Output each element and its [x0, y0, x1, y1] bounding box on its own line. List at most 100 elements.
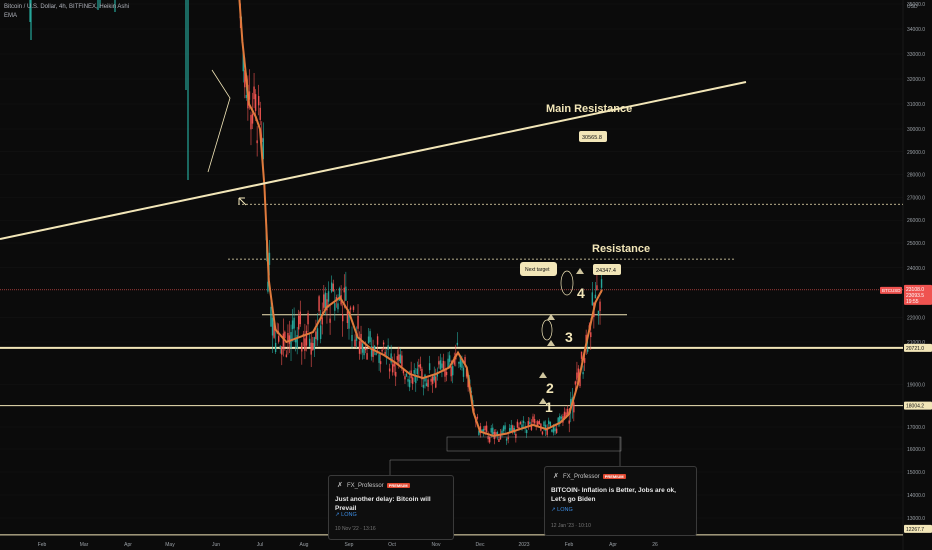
candle-body: [476, 416, 479, 419]
candle-body: [318, 296, 320, 312]
candle-body: [563, 411, 566, 419]
candle-body: [458, 361, 460, 364]
drawings[interactable]: Main Resistance Resistance 30565.8 24347.4 N…: [0, 69, 747, 521]
idea-card-2[interactable]: ✗ FX_Professor PREMIUM BITCOIN- Inflatio…: [544, 466, 697, 536]
candle-body: [507, 437, 509, 440]
candle-body: [456, 342, 459, 345]
symbol-title[interactable]: Bitcoin / U.S. Dollar, 4h, BITFINEX, Hei…: [4, 4, 130, 10]
candle-body: [398, 354, 400, 362]
triangle-drawing[interactable]: [207, 69, 231, 173]
candle-body: [376, 336, 379, 345]
candle-body: [551, 429, 553, 432]
idea-author[interactable]: ✗ FX_Professor PREMIUM: [337, 482, 410, 489]
candle-body: [485, 425, 488, 432]
candle-body: [382, 342, 385, 345]
main-resistance-trendline[interactable]: [0, 81, 747, 240]
candle-body: [346, 311, 349, 323]
y-tick-label: 35000.0: [907, 2, 925, 8]
next-target-callout[interactable]: [520, 262, 557, 276]
idea-date: 12 Jan '23 · 10:10: [551, 523, 591, 529]
candle-body: [393, 362, 395, 367]
candle-body: [251, 113, 254, 124]
candle-body: [348, 311, 350, 329]
idea-author[interactable]: ✗ FX_Professor PREMIUM: [553, 473, 626, 480]
candle-body: [363, 349, 365, 356]
candle-body: [372, 347, 374, 357]
wave-label-1[interactable]: 1: [545, 399, 553, 415]
candle-body: [438, 361, 440, 365]
candle-body: [268, 252, 271, 265]
x-tick-label: May: [165, 542, 175, 548]
candle-body: [329, 318, 331, 323]
candle-body: [244, 70, 246, 88]
candle-body: [510, 425, 512, 431]
candle-body: [577, 368, 580, 378]
candle-body: [273, 322, 275, 338]
y-tick-label: 15000.0: [907, 470, 925, 476]
main-resistance-callout[interactable]: [579, 131, 607, 142]
x-tick-label: Apr: [609, 542, 617, 548]
idea-card-1[interactable]: ✗ FX_Professor PREMIUM Just another dela…: [328, 475, 454, 540]
candle-body: [304, 338, 306, 351]
consolidation-box: [446, 436, 622, 452]
candle-body: [597, 310, 600, 316]
candle-body: [548, 420, 550, 425]
step-arrow-icon: [547, 314, 555, 320]
candle-body: [315, 331, 317, 340]
candle-body: [248, 91, 251, 100]
candle-body: [416, 368, 418, 375]
resistance-callout[interactable]: [593, 264, 621, 275]
idea-title[interactable]: BITCOIN- Inflation is Better, Jobs are o…: [551, 487, 676, 503]
x-tick-label: Sep: [345, 542, 354, 548]
candle-body: [566, 408, 569, 415]
y-tick-label: 19000.0: [907, 383, 925, 389]
candle-body: [519, 421, 522, 425]
candle-body: [600, 279, 603, 288]
candle-body: [271, 317, 274, 336]
candle-body: [590, 332, 592, 338]
candle-body: [529, 421, 531, 425]
candle-body: [546, 429, 548, 435]
candle-body: [307, 313, 309, 325]
candle-body: [326, 299, 328, 311]
candle-body: [319, 325, 322, 340]
candle-body: [490, 428, 492, 433]
main-resistance-label[interactable]: Main Resistance: [546, 103, 632, 115]
candle-body: [579, 372, 581, 387]
wave-label-2[interactable]: 2: [546, 380, 554, 396]
y-tick-label: 25000.0: [907, 241, 925, 247]
candle-body: [291, 320, 294, 330]
candle-body: [395, 371, 397, 377]
candle-body: [404, 376, 406, 380]
symbol-tag: BTCUSD: [882, 288, 901, 293]
candle-body: [461, 360, 463, 368]
y-tick-label: 16000.0: [907, 447, 925, 453]
time-axis[interactable]: Feb Mar Apr May Jun Jul Aug Sep Oct Nov Dec 2023 Feb…: [38, 542, 658, 548]
y-tick-label: 29000.0: [907, 150, 925, 156]
y-tick-label: 27000.0: [907, 195, 925, 201]
y-tick-label: 31000.0: [907, 102, 925, 108]
candle-body: [370, 346, 373, 357]
candle-body: [594, 294, 597, 299]
horizontal-levels[interactable]: [0, 203, 903, 536]
candle-body: [554, 428, 556, 432]
wave-label-4[interactable]: 4: [577, 285, 585, 301]
indicator-label[interactable]: EMA: [4, 13, 18, 19]
chart-legend: Bitcoin / U.S. Dollar, 4h, BITFINEX, Hei…: [4, 3, 129, 21]
candle-body: [250, 115, 252, 130]
candle-body: [257, 96, 260, 106]
resistance-label[interactable]: Resistance: [592, 243, 650, 255]
candle-body: [596, 285, 598, 290]
idea-title[interactable]: Just another delay: Bitcoin will Prevail: [335, 496, 431, 512]
wave-label-3[interactable]: 3: [565, 329, 573, 345]
candle-body: [527, 421, 529, 427]
candle-body: [270, 306, 272, 327]
candle-body: [253, 86, 255, 100]
candle-body: [357, 315, 359, 329]
candle-body: [293, 317, 295, 329]
candle-body: [421, 368, 423, 380]
candle-body: [439, 360, 442, 370]
